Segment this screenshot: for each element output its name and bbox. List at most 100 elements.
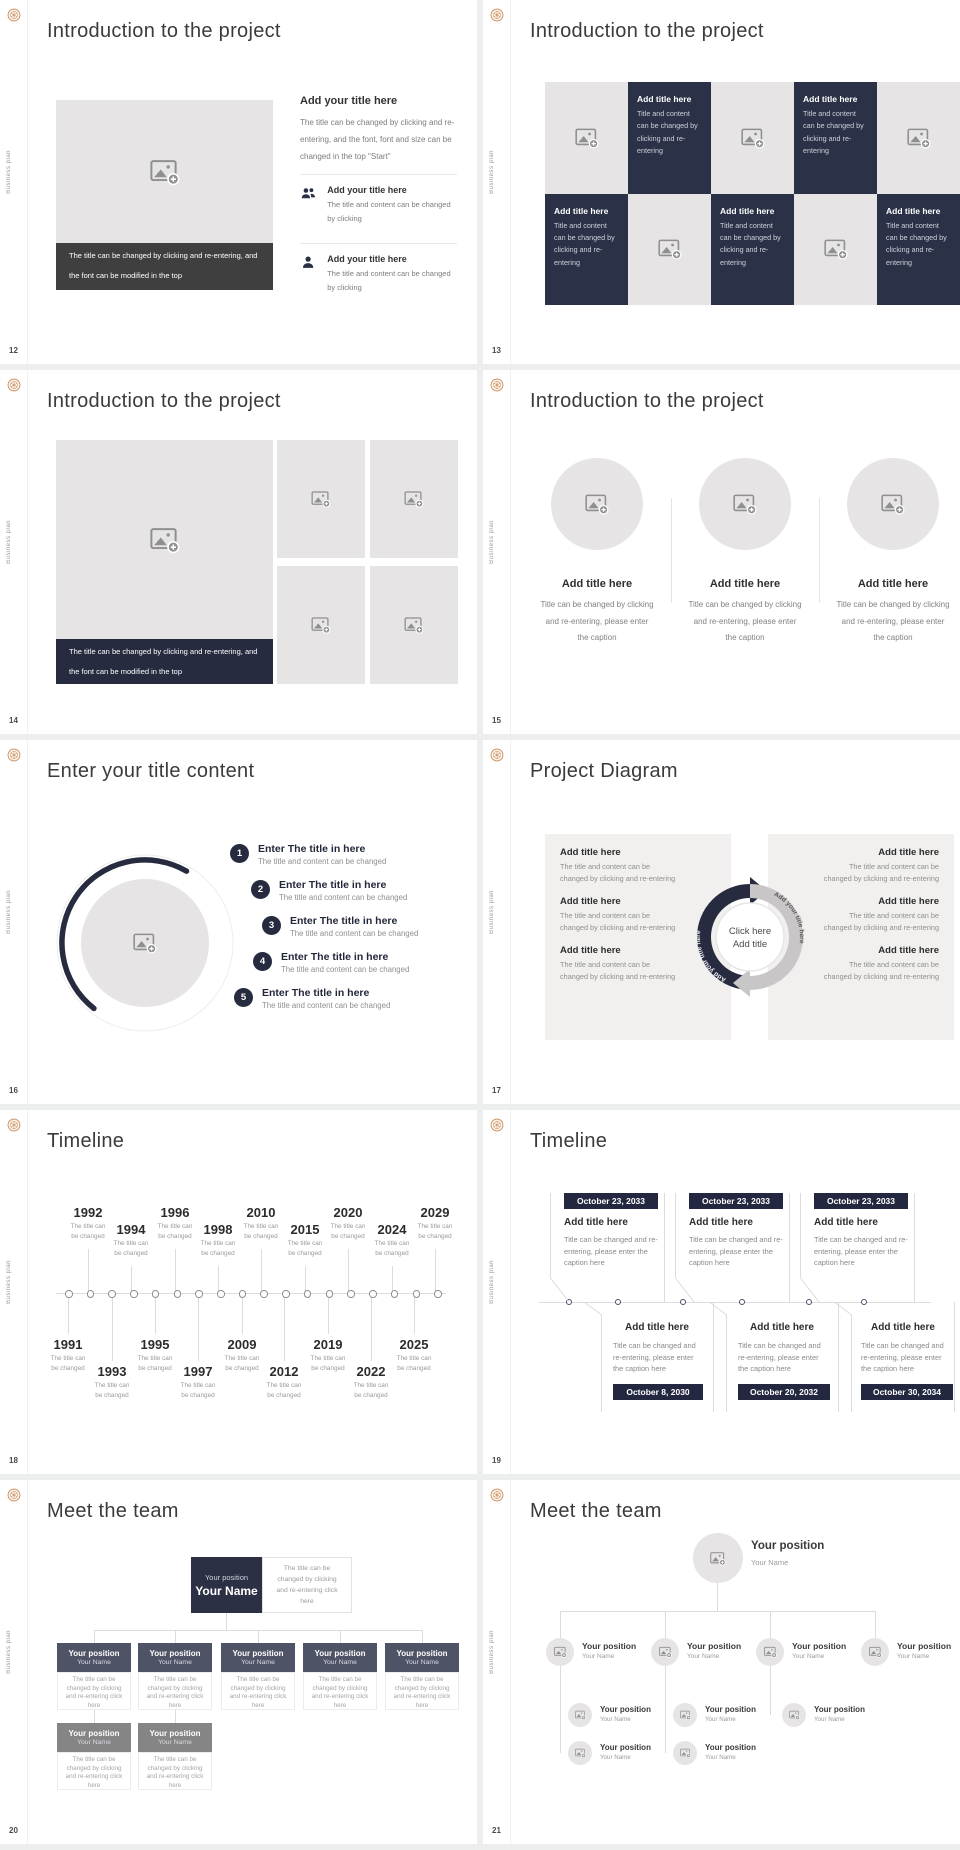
timeline-year-caption: The title can be changed xyxy=(94,1382,130,1399)
timeline-year-caption: The title can be changed xyxy=(310,1355,346,1372)
org-card-header[interactable]: Your position Your Name xyxy=(303,1643,377,1672)
avatar[interactable] xyxy=(546,1638,574,1666)
step-text: Enter The title in here The title and con… xyxy=(258,843,386,866)
slide-title: Timeline xyxy=(47,1130,125,1152)
org-card-header[interactable]: Your position Your Name xyxy=(57,1643,131,1672)
slide-13[interactable]: Business plan Introduction to the projec… xyxy=(483,0,960,364)
org-card-header[interactable]: Your position Your Name xyxy=(385,1643,459,1672)
item-heading: Add your title here xyxy=(327,185,407,195)
image-placeholder[interactable] xyxy=(551,458,643,550)
avatar[interactable] xyxy=(693,1533,743,1583)
slide-14[interactable]: Business plan Introduction to the projec… xyxy=(0,370,477,734)
org-name: Your Name xyxy=(814,1716,845,1723)
image-placeholder[interactable] xyxy=(370,566,458,684)
step-text: Enter The title in here The title and con… xyxy=(279,879,407,902)
card-heading: Add title here xyxy=(750,1322,814,1333)
timeline-year-caption: The title can be changed xyxy=(417,1223,453,1240)
image-placeholder[interactable] xyxy=(847,458,939,550)
org-card-body: The title can be changed by clicking and… xyxy=(138,1752,212,1790)
center-label-line1[interactable]: Click here xyxy=(729,926,771,937)
org-name: Your Name xyxy=(751,1558,789,1567)
org-position: Your position xyxy=(149,1729,201,1738)
step-item: 1 Enter The title in here The title and c… xyxy=(230,843,386,866)
date-badge: October 8, 2030 xyxy=(613,1384,703,1400)
org-card-header[interactable]: Your position Your Name xyxy=(221,1643,295,1672)
image-add-icon xyxy=(733,493,757,515)
timeline-dot xyxy=(806,1299,812,1305)
timeline-dot xyxy=(325,1290,334,1298)
org-card-header[interactable]: Your position Your Name xyxy=(57,1723,131,1752)
cell-heading: Add title here xyxy=(886,205,941,216)
avatar[interactable] xyxy=(673,1703,697,1727)
card-border xyxy=(914,1193,915,1302)
org-root-card[interactable]: Your position Your Name xyxy=(191,1557,262,1613)
org-connector xyxy=(717,1583,718,1611)
card-body: Title can be changed and re-entering, pl… xyxy=(814,1235,908,1267)
cell-body: Title and content can be changed by clic… xyxy=(886,220,947,267)
avatar[interactable] xyxy=(651,1638,679,1666)
avatar[interactable] xyxy=(861,1638,889,1666)
image-add-icon xyxy=(149,526,180,554)
image-placeholder[interactable] xyxy=(56,440,273,639)
timeline-year-caption: The title can be changed xyxy=(353,1382,389,1399)
org-card-body: The title can be changed by clicking and… xyxy=(57,1752,131,1790)
timeline-year-caption: The title can be changed xyxy=(137,1355,173,1372)
slide-12[interactable]: Business plan Introduction to the projec… xyxy=(0,0,477,364)
brand-vertical-label: Business plan xyxy=(489,1260,495,1304)
org-card-header[interactable]: Your position Your Name xyxy=(138,1643,212,1672)
block-body: The title and content can be changed by … xyxy=(560,862,676,883)
slide-17[interactable]: Business plan Project Diagram Add title … xyxy=(483,740,960,1104)
timeline-year-caption: The title can be changed xyxy=(180,1382,216,1399)
timeline-year: 1998 xyxy=(203,1222,233,1237)
avatar[interactable] xyxy=(782,1703,806,1727)
org-name: Your Name xyxy=(792,1653,825,1660)
card-heading: Add title here xyxy=(564,1217,628,1228)
image-placeholder[interactable] xyxy=(628,193,711,305)
avatar[interactable] xyxy=(568,1741,592,1765)
image-placeholder[interactable] xyxy=(277,566,365,684)
step-body: The title and content can be changed xyxy=(290,929,419,938)
image-placeholder[interactable] xyxy=(56,100,273,243)
column-divider xyxy=(819,498,820,603)
image-placeholder[interactable] xyxy=(545,82,628,194)
avatar[interactable] xyxy=(568,1703,592,1727)
image-add-icon xyxy=(311,490,331,508)
org-position: Your position xyxy=(204,1572,249,1582)
slide-21[interactable]: Business plan Meet the team Your positio… xyxy=(483,1480,960,1844)
step-number: 5 xyxy=(234,988,253,1007)
image-placeholder[interactable] xyxy=(711,82,794,194)
slide-16[interactable]: Business plan Enter your title content 1… xyxy=(0,740,477,1104)
card-border xyxy=(713,1302,714,1412)
org-connector xyxy=(560,1611,875,1612)
cell-heading: Add title here xyxy=(554,205,609,216)
block-body: The title and content can be changed by … xyxy=(560,911,676,932)
image-placeholder[interactable] xyxy=(794,193,877,305)
block-heading: Add title here xyxy=(560,896,621,907)
org-card-header[interactable]: Your position Your Name xyxy=(138,1723,212,1752)
badge-logo-icon xyxy=(7,1118,21,1132)
timeline-connector xyxy=(414,1293,415,1334)
image-placeholder[interactable] xyxy=(277,440,365,558)
org-card-body: The title can be changed by clicking and… xyxy=(221,1672,295,1710)
slide-15[interactable]: Business plan Introduction to the projec… xyxy=(483,370,960,734)
avatar[interactable] xyxy=(673,1741,697,1765)
slide-20[interactable]: Business plan Meet the team Your positio… xyxy=(0,1480,477,1844)
image-placeholder[interactable] xyxy=(877,82,960,194)
center-label-line2[interactable]: Add title xyxy=(733,939,767,950)
image-placeholder[interactable] xyxy=(81,879,209,1007)
timeline-connector xyxy=(305,1266,306,1293)
avatar[interactable] xyxy=(756,1638,784,1666)
org-connector xyxy=(258,1630,259,1643)
slide-19[interactable]: Business plan Timeline October 23, 2033 … xyxy=(483,1110,960,1474)
panel-block: Add title here The title and content can … xyxy=(821,847,939,885)
image-placeholder[interactable] xyxy=(370,440,458,558)
card-border xyxy=(675,1193,676,1277)
image-placeholder[interactable] xyxy=(699,458,791,550)
timeline-year: 1994 xyxy=(116,1222,146,1237)
org-name: Your Name xyxy=(687,1653,720,1660)
image-add-icon xyxy=(553,1646,567,1658)
slide-18[interactable]: Business plan Timeline 1992 The title can… xyxy=(0,1110,477,1474)
step-body: The title and content can be changed xyxy=(262,1001,391,1010)
org-connector xyxy=(94,1630,95,1643)
divider xyxy=(300,174,457,175)
